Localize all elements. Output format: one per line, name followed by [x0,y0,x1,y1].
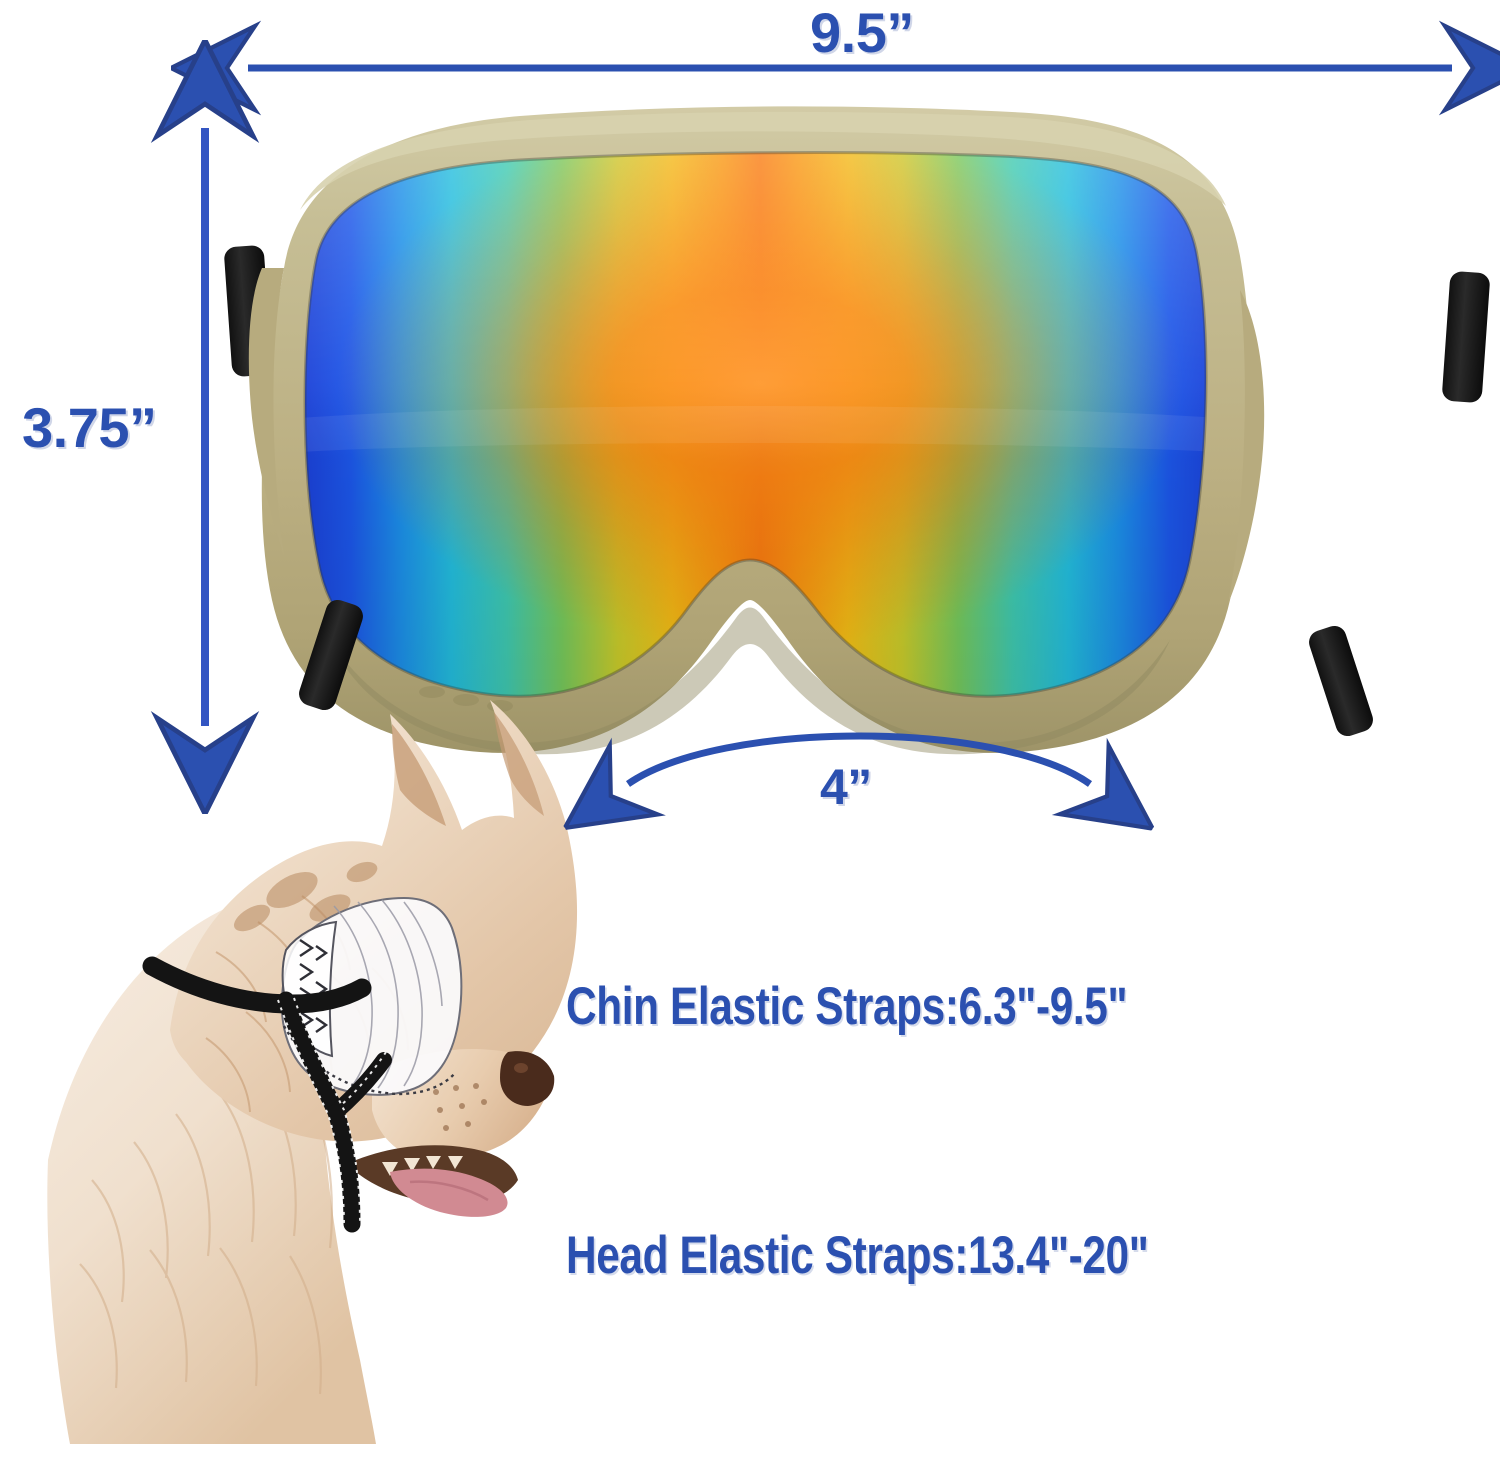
height-dimension-label: 3.75” [22,396,157,459]
head-strap-spec-text: Head Elastic Straps:13.4"-20" [566,1226,1149,1285]
chin-strap-spec-text: Chin Elastic Straps:6.3"-9.5" [566,977,1128,1036]
strap-loop-bottom-left [299,599,363,711]
lens-rim [303,151,1208,698]
dog-ear-inner-left [392,724,446,826]
chin-strap-lower [327,1103,361,1233]
chin-strap-upper [277,991,345,1121]
dog-whisker-spots [433,1083,487,1131]
dog-ear-inner-right [494,712,544,816]
strap-loop-top-right [1442,271,1490,403]
width-dimension-label: 9.5” [810,1,914,64]
chin-strap-branch [328,1052,392,1120]
dog-nose [500,1051,555,1106]
chin-strap-stitching [277,997,387,1227]
depth-dimension-arc [628,732,1090,784]
depth-dimension-label: 4” [820,759,872,815]
strap-loop-bottom-right [1309,625,1373,737]
dog-teeth [382,1156,463,1176]
dog-goggle-edge-stitch [282,1025,457,1096]
